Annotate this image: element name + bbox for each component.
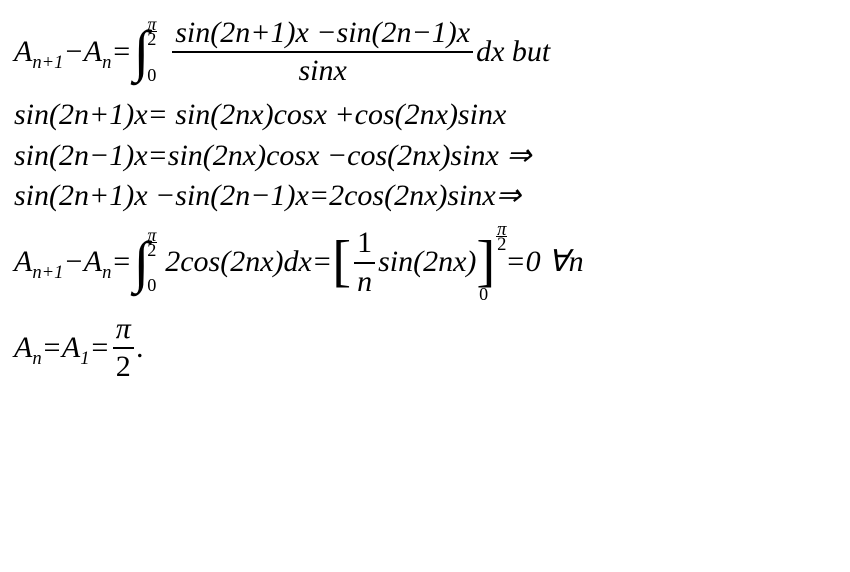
tail: =0 ∀n [505, 245, 583, 280]
text: sin(2n−1)x=sin(2nx)cosx −cos(2nx)sinx ⇒ [14, 139, 531, 174]
int-upper: π 2 [146, 18, 157, 46]
int-lower: 0 [147, 65, 156, 86]
left-bracket: [ [332, 229, 351, 295]
subscript: n+1 [32, 262, 63, 283]
right-bracket: ] [476, 230, 495, 293]
bracket-upper: π 2 [496, 223, 507, 251]
text: sin(2n+1)x −sin(2n−1)x=2cos(2nx)sinx⇒ [14, 179, 521, 214]
subscript: 1 [80, 348, 89, 369]
fraction: 1 n [354, 226, 375, 299]
int-upper: π 2 [146, 229, 157, 257]
term: A [84, 245, 102, 280]
mid: =A [42, 331, 81, 366]
equation-line-1: An+1 − An = ∫ 0 π 2 sin(2n+1)x −sin(2n−1… [14, 12, 836, 92]
eq: = [111, 245, 131, 280]
text: sin(2n+1)x= sin(2nx)cosx +cos(2nx)sinx [14, 98, 506, 133]
term: A [14, 245, 32, 280]
term: A [14, 35, 32, 70]
op: − [63, 35, 83, 70]
equation-line-2: sin(2n+1)x= sin(2nx)cosx +cos(2nx)sinx [14, 98, 836, 133]
bracket-lower: 0 [479, 284, 488, 305]
subscript: n+1 [32, 52, 63, 73]
tail: . [137, 331, 145, 366]
equation-line-6: An =A1 = π 2 . [14, 312, 836, 385]
equation-line-3: sin(2n−1)x=sin(2nx)cosx −cos(2nx)sinx ⇒ [14, 139, 836, 174]
term: A [14, 331, 32, 366]
subscript: n [102, 52, 111, 73]
equation-line-4: sin(2n+1)x −sin(2n−1)x=2cos(2nx)sinx⇒ [14, 179, 836, 214]
right-bracket-wrap: ] 0 π 2 [476, 230, 495, 296]
eq: = [111, 35, 131, 70]
mid: 2cos(2nx)dx= [165, 245, 332, 280]
fraction: π 2 [113, 312, 134, 385]
subscript: n [102, 262, 111, 283]
int-lower: 0 [147, 275, 156, 296]
integral-sign: ∫ 0 π 2 [134, 230, 150, 296]
integral-sign: ∫ 0 π 2 [134, 19, 150, 85]
eq: = [90, 331, 110, 366]
tail: dx but [476, 35, 550, 70]
equation-line-5: An+1 − An = ∫ 0 π 2 2cos(2nx)dx= [ 1 n s… [14, 220, 836, 306]
term: A [84, 35, 102, 70]
op: − [63, 245, 83, 280]
fraction: sin(2n+1)x −sin(2n−1)x sinx [172, 16, 473, 89]
subscript: n [32, 348, 41, 369]
after-frac: sin(2nx) [378, 245, 476, 280]
